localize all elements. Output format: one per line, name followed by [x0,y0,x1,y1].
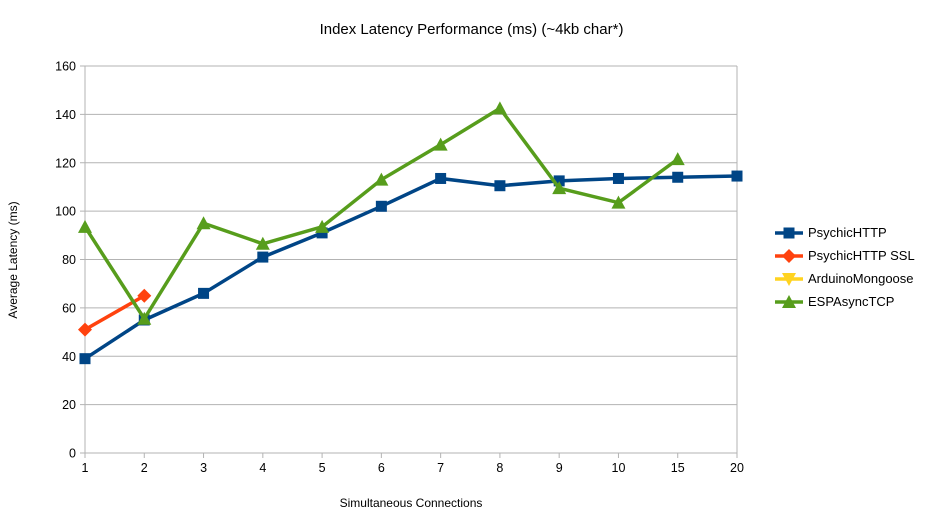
data-point-marker [552,181,567,195]
data-point-marker [198,287,210,299]
y-tick-label: 160 [55,60,76,74]
data-point-marker [375,200,387,212]
data-point-marker [255,236,270,250]
y-tick-label: 140 [55,108,76,122]
data-point-marker [137,311,152,325]
y-tick-label: 40 [62,350,76,364]
y-tick-label: 0 [69,447,76,461]
x-tick-label: 8 [496,461,503,475]
y-tick-label: 20 [62,398,76,412]
x-tick-label: 10 [612,461,626,475]
x-tick-label: 4 [259,461,266,475]
data-point-marker [492,101,507,115]
chart-title: Index Latency Performance (ms) (~4kb cha… [319,21,624,38]
legend-marker-diamond-icon [775,248,803,263]
legend-marker-triangle-up-icon [775,294,803,308]
data-point-marker [374,172,389,186]
x-tick-label: 9 [556,461,563,475]
data-point-marker [79,353,91,365]
data-point-marker [196,216,211,230]
data-point-marker [494,180,506,192]
data-point-marker [435,172,447,184]
x-tick-label: 6 [378,461,385,475]
data-point-marker [672,171,684,183]
legend-marker-square-icon [775,227,803,238]
x-tick-label: 3 [200,461,207,475]
data-point-marker [611,195,626,209]
x-tick-label: 15 [671,461,685,475]
data-point-marker [612,172,624,184]
data-point-marker [670,152,685,166]
data-point-marker [78,219,92,233]
x-tick-label: 2 [141,461,148,475]
x-tick-label: 5 [319,461,326,475]
data-point-marker [315,219,330,233]
legend-item: ArduinoMongoose [775,267,915,290]
data-point-marker [731,170,743,182]
y-tick-label: 60 [62,301,76,315]
legend-marker-triangle-down-icon [775,272,803,286]
data-point-marker [78,322,92,337]
legend: PsychicHTTP PsychicHTTP SSL ArduinoMongoos… [775,221,915,313]
x-axis-title: Simultaneous Connections [339,496,483,510]
series-line [84,174,738,361]
legend-label: ESPAsyncTCP [808,294,895,309]
series-espasynctcp [78,101,685,325]
x-tick-label: 20 [730,461,744,475]
series-line [83,106,679,323]
y-tick-label: 120 [55,156,76,170]
y-tick-label: 100 [55,205,76,219]
legend-label: PsychicHTTP [808,225,887,240]
legend-item: ESPAsyncTCP [775,290,915,313]
y-tick-label: 80 [62,253,76,267]
x-tick-label: 1 [82,461,89,475]
series-psychichttp [79,170,743,365]
legend-label: PsychicHTTP SSL [808,248,915,263]
x-tick-label: 7 [437,461,444,475]
legend-item: PsychicHTTP [775,221,915,244]
legend-item: PsychicHTTP SSL [775,244,915,267]
data-point-marker [137,288,152,303]
data-point-marker [257,251,269,263]
legend-label: ArduinoMongoose [808,271,914,286]
data-point-marker [433,137,448,151]
